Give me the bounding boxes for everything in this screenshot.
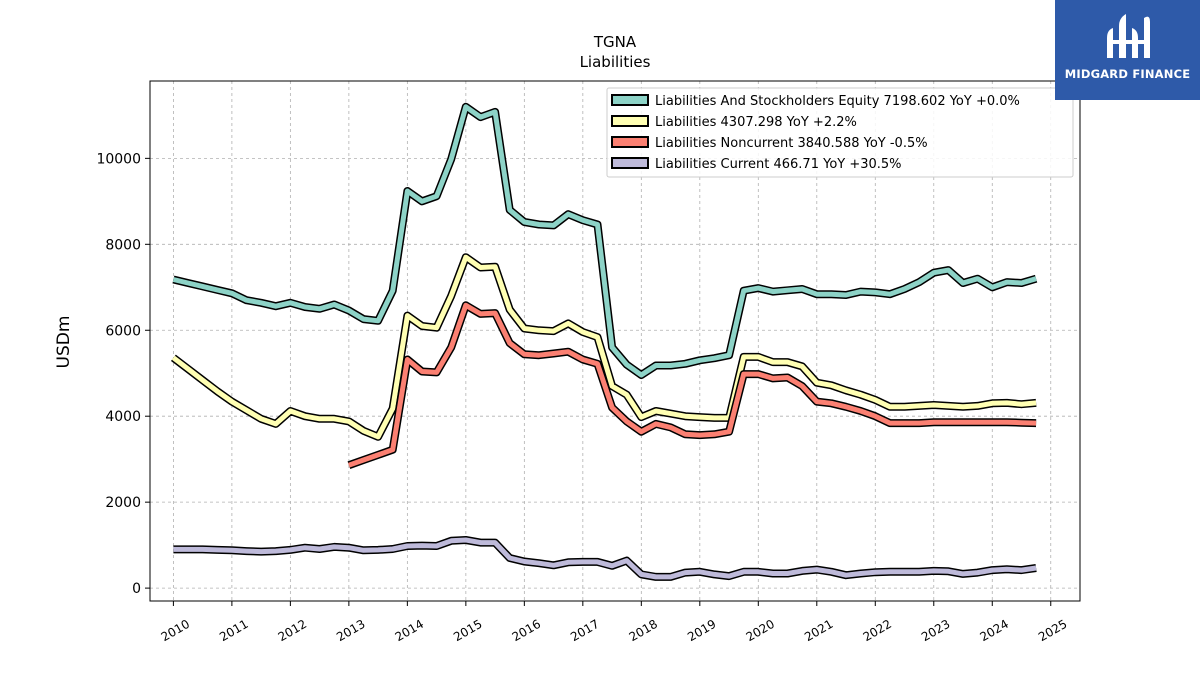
midgard-logo-icon bbox=[1107, 14, 1150, 59]
legend-box bbox=[606, 87, 1074, 178]
series-liabilities-current bbox=[173, 536, 1037, 581]
legend-item: Liabilities Noncurrent 3840.588 YoY -0.5… bbox=[611, 136, 928, 151]
brand-name: MIDGARD FINANCE bbox=[1064, 67, 1191, 81]
chart-title: TGNA bbox=[593, 33, 637, 51]
legend-label: Liabilities Noncurrent 3840.588 YoY -0.5… bbox=[655, 136, 928, 151]
legend: Liabilities And Stockholders Equity 7198… bbox=[606, 87, 1074, 178]
x-tick-label: 2022 bbox=[861, 617, 894, 644]
axes-frame bbox=[149, 80, 1081, 602]
brand-logo: MIDGARD FINANCE bbox=[1055, 0, 1200, 100]
legend-swatch bbox=[611, 115, 649, 127]
x-tick-label: 2014 bbox=[393, 617, 426, 644]
series-line bbox=[172, 104, 1037, 378]
x-tick-label: 2021 bbox=[802, 617, 835, 644]
y-tick-label: 10000 bbox=[96, 151, 141, 167]
x-tick-label: 2018 bbox=[627, 617, 660, 644]
series-line bbox=[171, 254, 1037, 440]
x-tick-label: 2020 bbox=[744, 617, 777, 644]
y-axis-label: USDm bbox=[54, 316, 74, 369]
y-tick-label: 2000 bbox=[105, 495, 141, 511]
x-tick-label: 2017 bbox=[568, 617, 601, 644]
plot-area bbox=[170, 102, 1038, 581]
x-tick-label: 2013 bbox=[334, 617, 367, 644]
y-tick-label: 6000 bbox=[105, 323, 141, 339]
x-tick-label: 2012 bbox=[276, 617, 309, 644]
x-tick-label: 2025 bbox=[1036, 617, 1069, 644]
x-tick-label: 2011 bbox=[217, 617, 250, 644]
series-line-outline bbox=[347, 301, 1037, 469]
series-liabilities-and-stockholders-equity bbox=[172, 102, 1038, 379]
legend-label: Liabilities Current 466.71 YoY +30.5% bbox=[655, 157, 902, 172]
x-tick-label: 2016 bbox=[510, 617, 543, 644]
x-tick-label: 2019 bbox=[685, 617, 718, 644]
legend-swatch bbox=[611, 94, 649, 106]
legend-item: Liabilities And Stockholders Equity 7198… bbox=[611, 94, 1020, 109]
x-tick-label: 2024 bbox=[978, 617, 1011, 644]
y-tick-label: 4000 bbox=[105, 409, 141, 425]
legend-swatch bbox=[611, 136, 649, 148]
legend-item: Liabilities Current 466.71 YoY +30.5% bbox=[611, 157, 902, 172]
series-line bbox=[348, 302, 1037, 468]
series-liabilities-noncurrent bbox=[347, 301, 1037, 469]
x-tick-label: 2015 bbox=[451, 617, 484, 644]
legend-label: Liabilities 4307.298 YoY +2.2% bbox=[655, 115, 857, 130]
legend-label: Liabilities And Stockholders Equity 7198… bbox=[655, 94, 1020, 109]
y-tick-label: 0 bbox=[132, 581, 141, 597]
chart-subtitle: Liabilities bbox=[580, 53, 651, 71]
legend-swatch bbox=[611, 157, 649, 169]
x-tick-label: 2023 bbox=[919, 617, 952, 644]
legend-item: Liabilities 4307.298 YoY +2.2% bbox=[611, 115, 857, 130]
y-tick-label: 8000 bbox=[105, 237, 141, 253]
series-liabilities bbox=[170, 253, 1037, 441]
series-line bbox=[173, 537, 1037, 580]
x-tick-label: 2010 bbox=[159, 617, 192, 644]
